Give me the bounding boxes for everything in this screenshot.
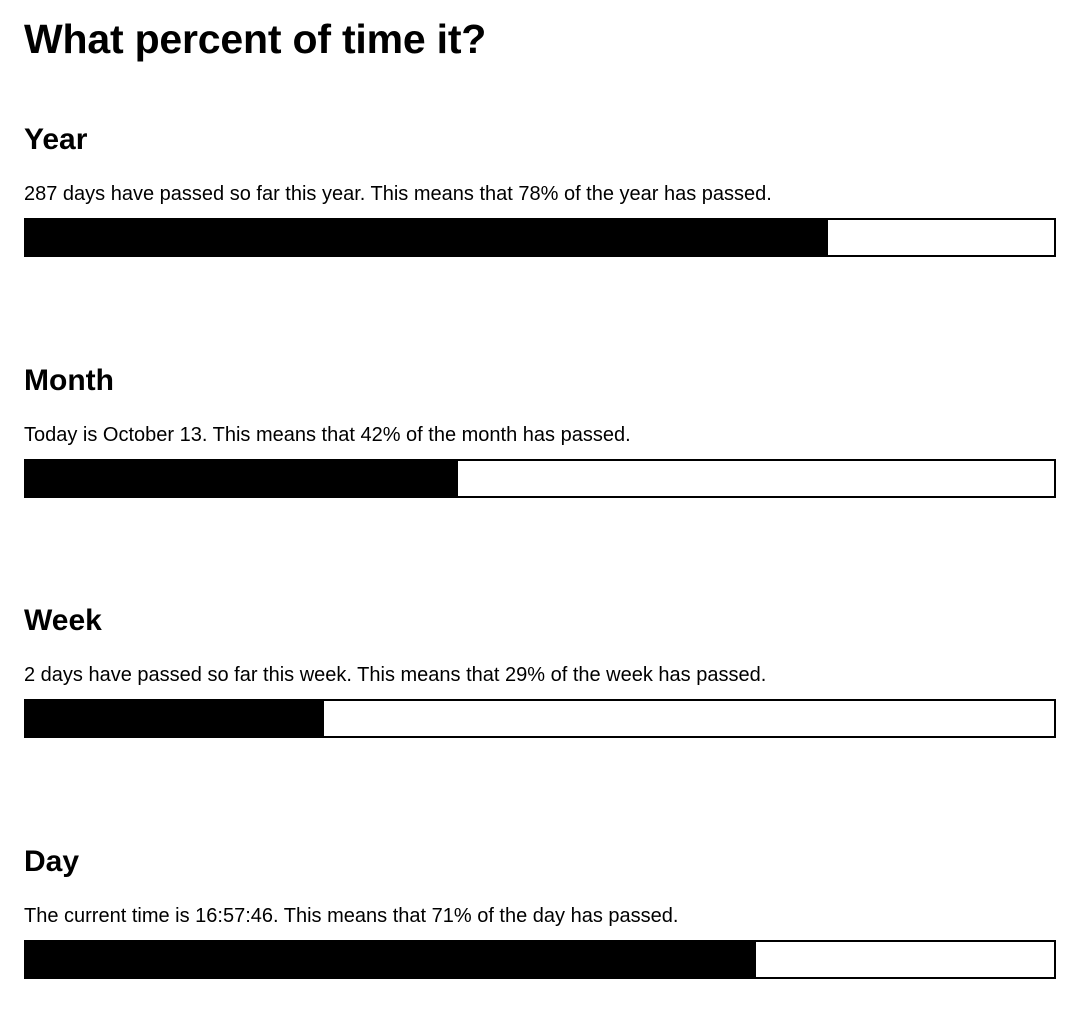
week-heading: Week <box>24 604 102 637</box>
week-description: 2 days have passed so far this week. Thi… <box>24 664 767 686</box>
page-title: What percent of time it? <box>24 16 487 62</box>
month-description: Today is October 13. This means that 42%… <box>24 424 631 446</box>
year-heading: Year <box>24 123 88 156</box>
year-description: 287 days have passed so far this year. T… <box>24 183 772 205</box>
month-section: Month Today is October 13. This means th… <box>24 363 1056 513</box>
year-section: Year 287 days have passed so far this ye… <box>24 122 1056 272</box>
month-progress-bar <box>24 459 1056 498</box>
month-heading: Month <box>24 364 114 397</box>
year-progress-bar <box>24 218 1056 257</box>
day-heading: Day <box>24 845 80 878</box>
month-progress-fill <box>26 461 458 496</box>
day-description: The current time is 16:57:46. This means… <box>24 905 679 927</box>
week-progress-fill <box>26 701 325 736</box>
day-progress-fill <box>26 942 756 977</box>
day-progress-bar <box>24 940 1056 979</box>
day-section: Day The current time is 16:57:46. This m… <box>24 844 1056 994</box>
week-progress-bar <box>24 699 1056 738</box>
year-progress-fill <box>26 220 828 255</box>
week-section: Week 2 days have passed so far this week… <box>24 603 1056 753</box>
